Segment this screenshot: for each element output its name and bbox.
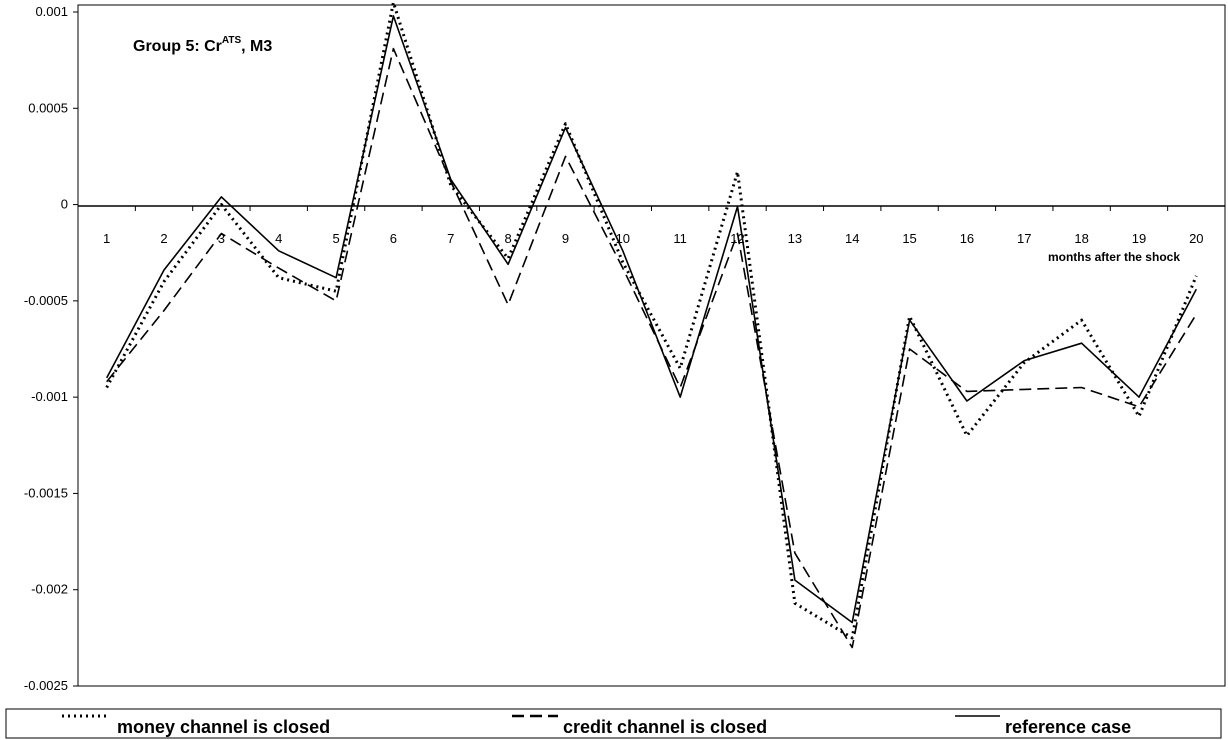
x-tick-label: 15 — [902, 231, 916, 246]
x-tick-label: 2 — [160, 231, 167, 246]
series-line-solid — [105, 15, 1198, 624]
series-line-dashed — [106, 47, 1197, 649]
plot-area — [77, 4, 1226, 687]
x-tick-label: 6 — [390, 231, 397, 246]
x-tick-label: 8 — [505, 231, 512, 246]
x-tick-label: 19 — [1132, 231, 1146, 246]
y-axis: 0.001 0.0005 0 -0.0005 -0.001 -0.0015 -0.002 -0… — [24, 4, 78, 693]
legend — [5, 708, 1222, 739]
legend-label-credit: credit channel is closed — [563, 717, 767, 737]
y-tick-label: 0.001 — [35, 4, 68, 19]
title-superscript: ATS — [222, 35, 242, 46]
x-tick-label: 18 — [1074, 231, 1088, 246]
x-tick-label: 11 — [673, 231, 687, 246]
series-line-dotted — [105, 0, 1198, 640]
y-tick-label: -0.0015 — [24, 485, 68, 500]
title-main: Group 5: Cr — [133, 38, 222, 55]
x-axis: 1 2 3 4 5 6 7 8 9 10 11 12 13 14 15 16 17 18 19 20 — [77, 206, 1226, 246]
y-tick-label: 0 — [61, 197, 68, 212]
legend-label-money: money channel is closed — [117, 717, 330, 737]
y-tick-label: 0.0005 — [28, 100, 68, 115]
x-tick-label: 14 — [845, 231, 859, 246]
x-tick-label: 17 — [1017, 231, 1031, 246]
legend-label-reference: reference case — [1005, 717, 1131, 737]
x-axis-label: months after the shock — [1048, 250, 1180, 264]
y-tick-label: -0.001 — [31, 389, 68, 404]
x-tick-label: 1 — [103, 231, 110, 246]
x-tick-label: 5 — [332, 231, 339, 246]
chart-title: Group 5: CrATS, M3 — [133, 35, 272, 55]
x-tick-label: 16 — [960, 231, 974, 246]
x-tick-label: 4 — [275, 231, 282, 246]
x-tick-label: 3 — [218, 231, 225, 246]
title-tail: , M3 — [241, 38, 272, 55]
y-tick-label: -0.0005 — [24, 293, 68, 308]
x-tick-label: 7 — [447, 231, 454, 246]
x-tick-label: 9 — [562, 231, 569, 246]
y-tick-label: -0.002 — [31, 582, 68, 597]
series-lines — [105, 0, 1198, 649]
x-tick-label: 13 — [788, 231, 802, 246]
x-tick-label: 20 — [1189, 231, 1203, 246]
y-tick-label: -0.0025 — [24, 678, 68, 693]
